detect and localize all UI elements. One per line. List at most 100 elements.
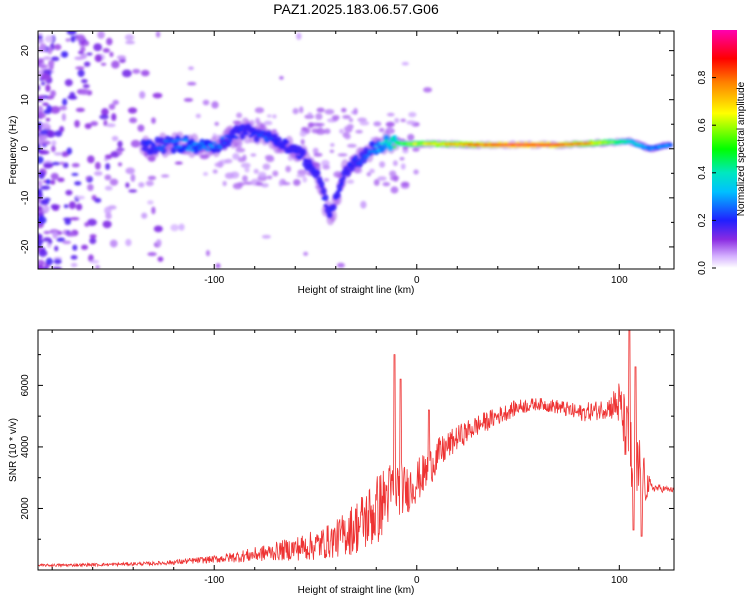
spectral-blob [50, 105, 61, 114]
spectral-blob [53, 258, 62, 265]
spectral-blob [59, 126, 65, 133]
colorbar-ticks: 0.0 0.2 0.4 0.6 0.8 [697, 70, 716, 275]
spectrogram-x-axis-label: Height of straight line (km) [298, 285, 415, 296]
spectral-blob [68, 201, 76, 210]
spectral-blob [311, 128, 320, 134]
spectral-ridge-core [189, 149, 195, 152]
spectral-blob [211, 101, 219, 109]
spectral-blob [127, 107, 138, 114]
snr-frame [37, 329, 675, 571]
spectral-ridge-core [293, 150, 298, 154]
spectral-blob [393, 175, 399, 182]
spectral-blob [93, 171, 103, 176]
y-tick-label: 10 [20, 94, 31, 106]
colorbar-tick-label: 0.2 [697, 213, 708, 227]
spectral-blob [386, 112, 395, 117]
y-tick-label: 4000 [20, 435, 31, 458]
spectral-ridge-core [197, 147, 203, 150]
spectral-ridge-core [325, 205, 330, 209]
spectral-blob [125, 182, 130, 188]
spectral-blob [89, 237, 97, 245]
spectral-blob [232, 153, 240, 160]
spectral-ridge-core [175, 139, 180, 142]
spectral-blob [62, 240, 72, 245]
spectral-blob [80, 88, 90, 95]
spectral-blob [224, 158, 233, 164]
spectral-blob [102, 48, 111, 53]
spectral-ridge-outer [387, 144, 394, 152]
spectral-blob [84, 222, 90, 227]
spectral-ridge-core [246, 126, 251, 130]
spectral-blob [47, 46, 53, 55]
spectral-blob [357, 117, 367, 123]
spectral-blob [366, 172, 372, 177]
figure-title: PAZ1.2025.183.06.57.G06 [273, 1, 439, 17]
spectral-blob [72, 244, 78, 251]
spectral-ridge-outer [300, 148, 307, 156]
spectral-blob [178, 223, 185, 231]
spectral-blob [187, 81, 197, 86]
spectral-blob [93, 43, 103, 52]
spectral-blob [112, 99, 119, 106]
spectral-blob [407, 133, 415, 141]
spectral-blob [344, 133, 351, 140]
spectral-blob [46, 104, 52, 112]
spectral-blob [267, 114, 272, 118]
colorbar-tick-label: 0.8 [697, 70, 708, 84]
spectrogram-y-axis-label: Frequency (Hz) [8, 116, 19, 185]
spectral-blob [312, 147, 319, 155]
colorbar-label: Normalized spectral amplitude [736, 81, 747, 216]
spectral-blob [38, 249, 48, 257]
spectral-blob [329, 149, 335, 153]
spectral-blob [124, 34, 135, 41]
spectral-ridge-core [242, 130, 247, 133]
spectral-ridge-core [363, 156, 369, 160]
spectral-blob [50, 90, 56, 97]
spectral-blob [38, 179, 43, 188]
spectral-ridge-core [240, 124, 245, 127]
spectral-blob [111, 135, 119, 142]
spectral-ridge-core [319, 185, 324, 189]
spectral-blob [394, 117, 400, 124]
spectral-blob [51, 266, 62, 269]
y-tick-label: -10 [20, 190, 31, 205]
spectral-blob [77, 69, 85, 77]
spectral-blob [43, 162, 54, 169]
spectral-blob [217, 161, 224, 168]
spectral-blob [214, 121, 219, 126]
spectral-ridge-core [185, 148, 191, 152]
spectral-blob [342, 114, 351, 119]
spectral-blob [130, 173, 136, 182]
spectral-blob [52, 231, 58, 239]
spectral-ridge-core [195, 142, 201, 146]
spectral-blob [54, 43, 62, 51]
spectral-blob [360, 200, 367, 209]
spectral-blob [353, 107, 358, 115]
spectral-blob [157, 256, 164, 262]
spectral-blob [183, 97, 194, 102]
spectral-ridge-core [339, 183, 345, 186]
spectral-blob [74, 119, 80, 128]
spectrogram-y-ticks: -20 -10 0 10 20 [20, 45, 674, 254]
spectral-ridge-core [159, 148, 164, 152]
spectral-blob [38, 35, 44, 39]
spectral-ridge-core [329, 208, 334, 212]
spectral-ridge-core [254, 132, 259, 135]
spectral-ridge-core [361, 154, 367, 158]
spectrogram-marks [38, 31, 673, 269]
spectral-blob [109, 178, 119, 186]
spectral-blob [299, 130, 307, 137]
spectral-ridge-core [305, 159, 310, 162]
spectral-blob [50, 204, 59, 210]
spectral-blob [292, 108, 299, 115]
spectral-ridge-core [151, 143, 156, 146]
spectral-blob [230, 171, 240, 179]
spectral-ridge-core [234, 136, 239, 139]
spectral-blob [50, 161, 61, 166]
snr-x-axis-label: Height of straight line (km) [298, 585, 415, 596]
spectral-blob [401, 61, 409, 66]
spectral-blob [378, 127, 385, 133]
spectral-blob [42, 102, 49, 106]
spectral-blob [341, 107, 347, 113]
